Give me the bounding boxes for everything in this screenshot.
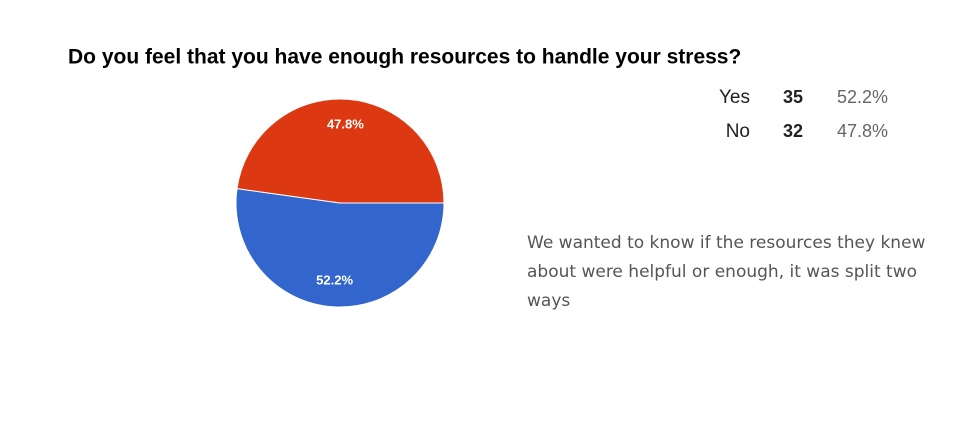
slice-label: 47.8% xyxy=(327,117,364,132)
legend-label: No xyxy=(726,121,750,142)
pie-slice xyxy=(236,98,445,204)
legend-count: 35 xyxy=(783,87,803,107)
annotation: We wanted to know if the resources they … xyxy=(527,233,926,311)
slice-label: 52.2% xyxy=(316,272,353,287)
legend-label: Yes xyxy=(719,87,750,108)
pie-slice xyxy=(235,188,445,308)
legend-percent: 52.2% xyxy=(837,87,888,107)
chart-title: Do you feel that you have enough resourc… xyxy=(68,46,741,69)
legend-percent: 47.8% xyxy=(837,121,888,141)
legend-count: 32 xyxy=(783,121,803,141)
